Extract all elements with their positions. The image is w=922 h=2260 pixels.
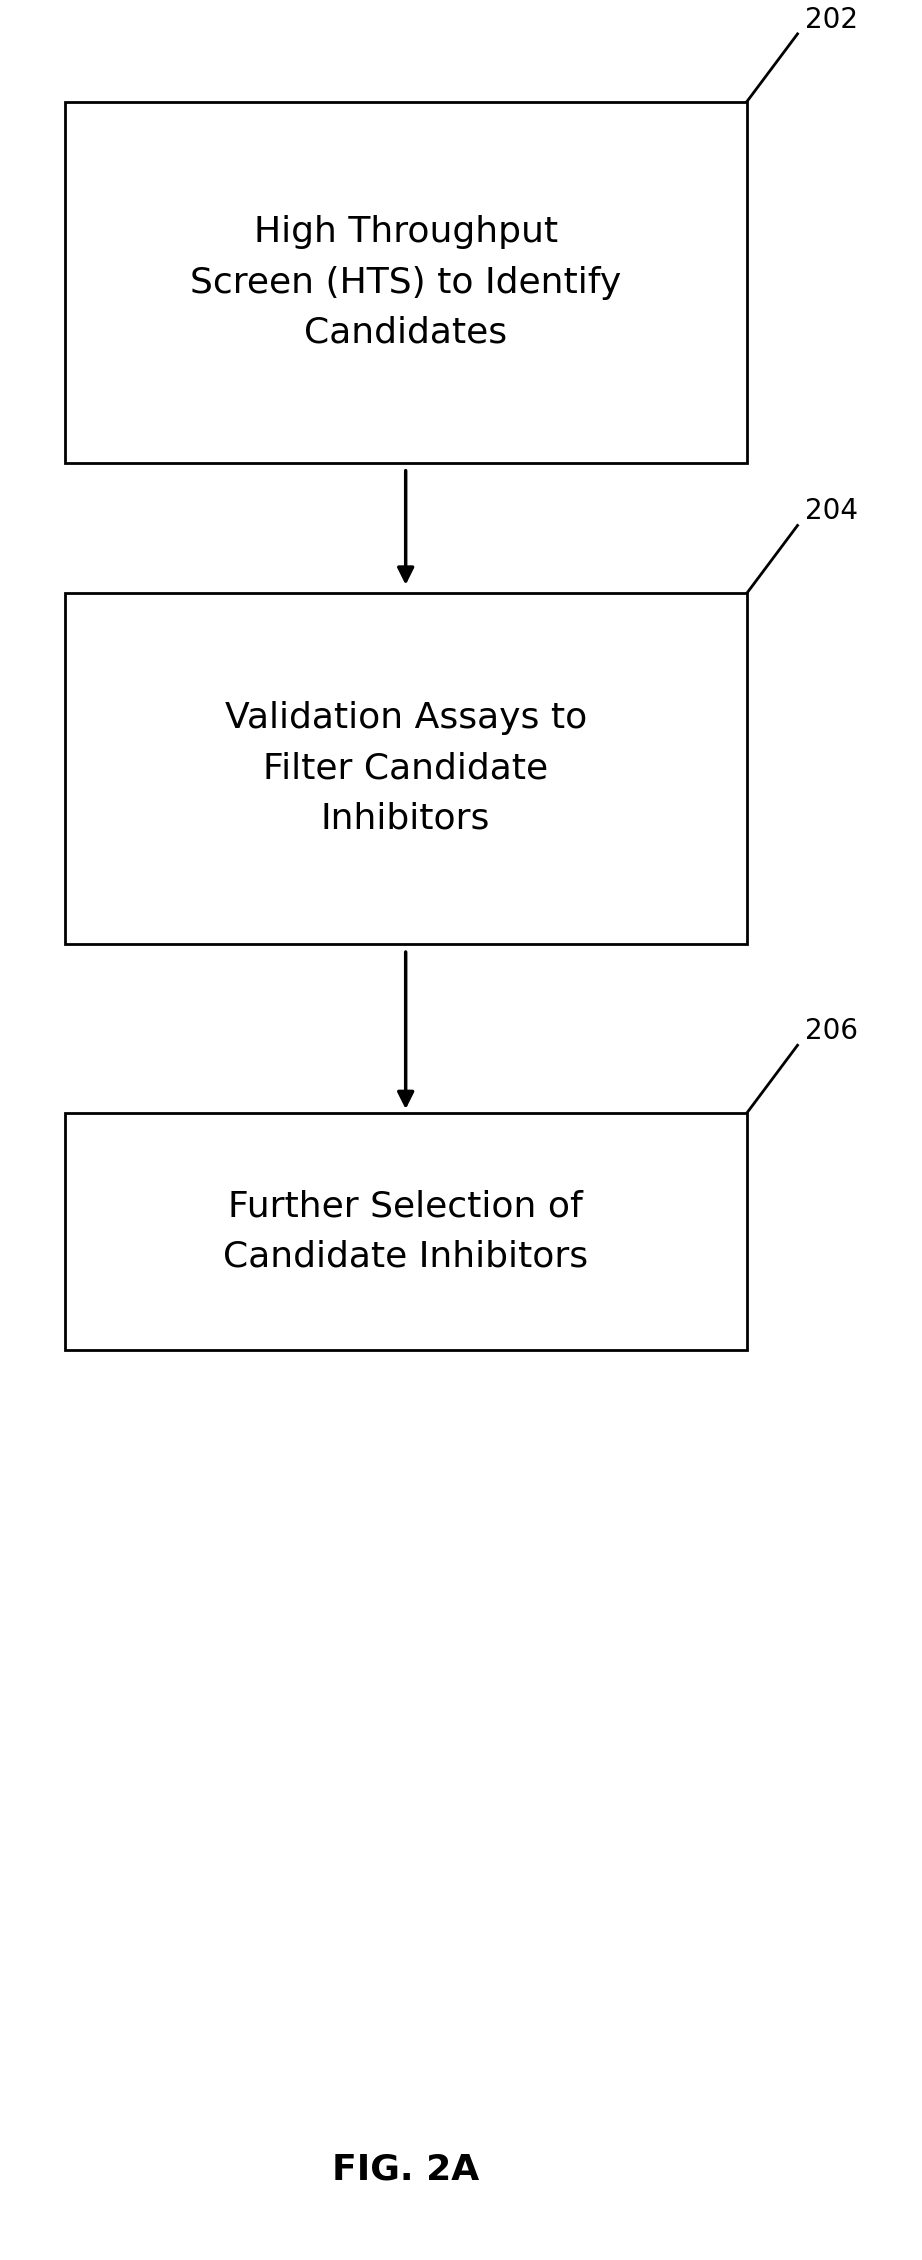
Bar <box>65 102 747 463</box>
Text: High Throughput
Screen (HTS) to Identify
Candidates: High Throughput Screen (HTS) to Identify… <box>190 215 621 350</box>
Bar <box>65 592 747 945</box>
Text: Further Selection of
Candidate Inhibitors: Further Selection of Candidate Inhibitor… <box>223 1189 588 1275</box>
Text: 204: 204 <box>805 497 857 524</box>
Text: FIG. 2A: FIG. 2A <box>332 2152 479 2188</box>
Text: Validation Assays to
Filter Candidate
Inhibitors: Validation Assays to Filter Candidate In… <box>225 701 586 836</box>
Text: 206: 206 <box>805 1017 857 1044</box>
Text: 202: 202 <box>805 7 857 34</box>
Bar <box>65 1112 747 1349</box>
